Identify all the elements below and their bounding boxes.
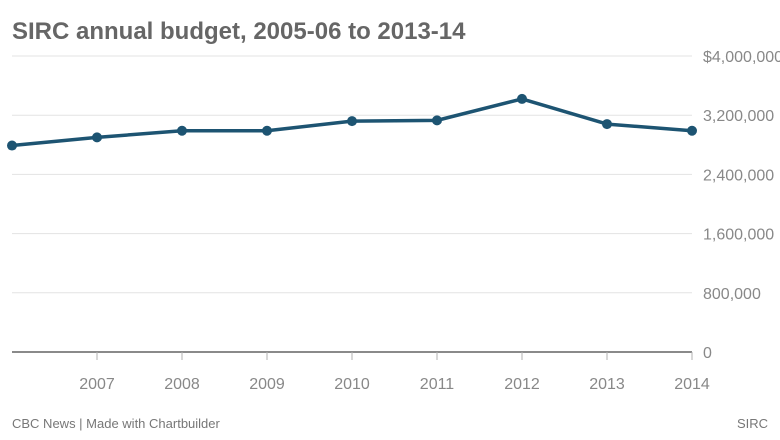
x-tick-label: 2010 (334, 376, 370, 393)
data-point (432, 115, 442, 126)
data-point (517, 93, 527, 104)
data-point (602, 119, 612, 130)
y-tick-label: 3,200,000 (703, 108, 774, 125)
series (7, 93, 697, 151)
data-point (687, 125, 697, 136)
x-tick-label: 2009 (249, 376, 285, 393)
y-tick-label: 1,600,000 (703, 227, 774, 244)
x-axis: 2007 2008 2009 2010 2011 2012 2013 2014 (12, 351, 710, 393)
data-point (177, 125, 187, 136)
y-tick-label: 2,400,000 (703, 167, 774, 184)
x-tick-label: 2007 (79, 376, 115, 393)
footer-credit: CBC News | Made with Chartbuilder (12, 416, 220, 431)
footer-source: SIRC (736, 416, 768, 431)
x-tick-label: 2008 (164, 376, 200, 393)
data-point (7, 140, 17, 151)
data-point (347, 116, 357, 127)
y-tick-label: 0 (703, 345, 712, 362)
data-point (262, 125, 272, 136)
chart-title: SIRC annual budget, 2005-06 to 2013-14 (12, 18, 466, 45)
data-point (92, 132, 102, 143)
gridlines (12, 55, 692, 294)
x-tick-label: 2013 (589, 376, 625, 393)
y-tick-label: 800,000 (703, 286, 761, 303)
y-tick-label: $4,000,000 (703, 49, 780, 66)
x-tick-label: 2011 (420, 376, 455, 393)
y-axis-tick-labels: 0 800,000 1,600,000 2,400,000 3,200,000 $4,00… (703, 49, 780, 362)
x-tick-label: 2012 (504, 376, 540, 393)
x-tick-label: 2014 (674, 376, 710, 393)
